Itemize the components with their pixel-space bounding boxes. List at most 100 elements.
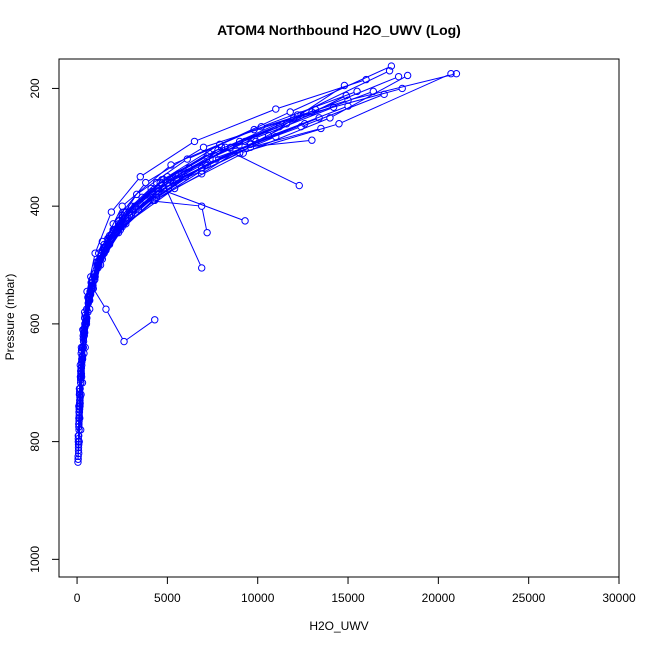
x-tick-label: 25000	[512, 591, 546, 605]
data-point	[198, 264, 206, 272]
x-tick-label: 0	[74, 591, 81, 605]
series-17	[76, 62, 396, 408]
series-22	[76, 143, 303, 405]
data-point	[190, 137, 199, 146]
series-segment	[122, 196, 151, 222]
series-24	[75, 196, 211, 425]
plot-frame	[58, 58, 620, 578]
series-23	[74, 105, 320, 440]
y-axis: 200 400 600 800 1000	[28, 78, 60, 573]
data-point	[295, 181, 303, 190]
series-segment	[81, 318, 86, 348]
data-point	[317, 124, 325, 133]
data-point	[235, 137, 244, 146]
series-segment	[341, 74, 449, 123]
data-point	[403, 71, 412, 80]
series-segment	[184, 142, 238, 173]
series-segment	[131, 184, 171, 214]
series-3	[75, 75, 370, 410]
data-point	[342, 91, 350, 100]
data-point	[380, 90, 388, 99]
data-point	[241, 217, 249, 225]
series-segment	[169, 145, 218, 176]
series-segment	[204, 148, 248, 170]
series-segment	[85, 282, 92, 312]
x-tick-label: 20000	[422, 591, 456, 605]
series-12	[76, 67, 394, 399]
data-point	[353, 87, 361, 96]
y-tick-label: 400	[28, 196, 42, 216]
series-segment	[242, 110, 313, 141]
data-point	[203, 228, 211, 237]
series-segment	[95, 214, 111, 251]
data-point	[102, 305, 110, 313]
x-tick-label: 5000	[154, 591, 181, 605]
data-point	[183, 155, 191, 163]
data-point	[81, 311, 89, 319]
series-segment	[155, 166, 205, 194]
data-point	[142, 178, 150, 187]
series-5	[74, 87, 361, 458]
series-segment	[124, 181, 160, 217]
series-segment	[85, 291, 92, 321]
data-point	[81, 320, 90, 328]
series-segment	[293, 66, 389, 112]
series-clip	[74, 62, 461, 466]
data-point	[308, 136, 316, 144]
data-point	[214, 146, 222, 154]
series-segment	[137, 175, 180, 205]
series-segment	[215, 127, 299, 159]
data-point	[340, 81, 349, 90]
data-point	[198, 170, 206, 178]
series-segment	[157, 172, 200, 199]
series-segment	[197, 109, 273, 141]
data-point	[385, 67, 394, 75]
data-point	[344, 102, 352, 110]
data-point	[315, 114, 323, 122]
series-segment	[190, 127, 259, 159]
series-segment	[79, 365, 83, 404]
data-point	[452, 70, 461, 78]
series-10	[75, 71, 412, 422]
y-tick-label: 1000	[28, 546, 42, 573]
data-point	[136, 173, 144, 181]
series-segment	[105, 214, 123, 242]
x-axis: 0 5000 10000 15000 20000 25000 30000	[74, 576, 636, 605]
data-point	[311, 105, 320, 114]
series-group	[74, 62, 461, 466]
data-point	[203, 161, 211, 169]
data-point	[74, 434, 83, 443]
series-segment	[126, 321, 153, 341]
data-point	[286, 108, 294, 116]
x-tick-label: 30000	[602, 591, 636, 605]
data-point	[107, 208, 116, 216]
series-segment	[92, 247, 104, 277]
data-point	[362, 75, 370, 84]
series-segment	[271, 86, 342, 135]
y-tick-label: 600	[28, 314, 42, 334]
series-segment	[314, 77, 396, 112]
data-point	[199, 143, 208, 151]
data-point	[120, 337, 128, 346]
data-point	[178, 170, 186, 178]
series-segment	[351, 74, 454, 100]
chart-title: ATOM4 Northbound H2O_UWV (Log)	[217, 22, 461, 38]
data-point	[335, 120, 343, 128]
series-segment	[120, 202, 151, 231]
series-segment	[157, 174, 200, 200]
series-segment	[91, 253, 102, 286]
series-segment	[155, 169, 200, 199]
x-tick-label: 10000	[241, 591, 275, 605]
y-axis-label: Pressure (mbar)	[3, 274, 17, 361]
data-point	[369, 87, 378, 96]
series-segment	[221, 140, 309, 151]
series-segment	[253, 128, 318, 147]
data-point	[74, 458, 82, 466]
series-segment	[148, 200, 199, 207]
y-tick-label: 800	[28, 431, 42, 451]
y-tick-label: 200	[28, 78, 42, 98]
data-point	[398, 84, 406, 93]
data-point	[75, 387, 84, 396]
series-segment	[209, 137, 273, 165]
